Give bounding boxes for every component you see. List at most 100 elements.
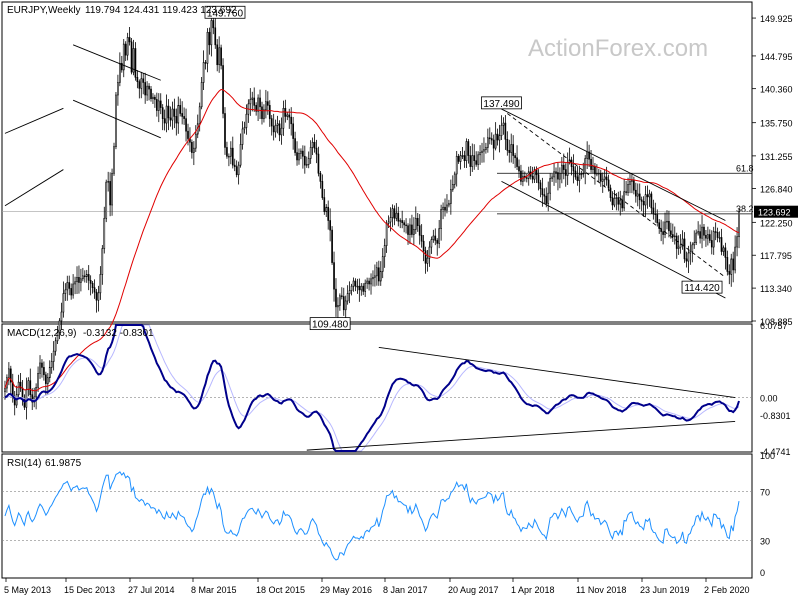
candle-body [179, 105, 182, 114]
candle-body [52, 350, 55, 362]
candle-body [699, 231, 701, 239]
candle-body [389, 217, 392, 223]
candle-body [111, 172, 113, 206]
candle-body [4, 387, 6, 393]
candle-body [335, 288, 337, 308]
candle-body [276, 123, 279, 126]
candle-body [117, 82, 119, 96]
y-axis-tick-label: 149.925 [760, 14, 793, 24]
candle-body [251, 97, 254, 100]
candle-body [617, 197, 620, 205]
candle-body [29, 380, 32, 396]
candle-body [339, 295, 341, 306]
candle-body [666, 220, 668, 223]
candle-body [446, 204, 448, 211]
channel-line [72, 99, 161, 139]
candle-body [457, 155, 460, 162]
candle-body [148, 85, 150, 90]
candle-body [477, 154, 479, 165]
candle-body [485, 147, 487, 150]
candle-body [718, 237, 721, 239]
candle-body [432, 235, 435, 240]
candle-body [76, 277, 78, 283]
candle-body [488, 137, 491, 139]
candle-body [438, 228, 441, 244]
candle-body [329, 220, 331, 231]
candle-body [54, 340, 57, 352]
candle-body [712, 231, 715, 248]
candle-body [625, 191, 627, 193]
candle-body [344, 300, 347, 311]
candle-body [109, 181, 111, 206]
candle-body [675, 235, 678, 249]
candle-body [282, 107, 285, 129]
candle-body [479, 152, 481, 156]
downtrend-channel-upper [501, 108, 726, 221]
macd-trendline [306, 421, 736, 451]
candle-body [263, 109, 265, 119]
candle-body [360, 285, 363, 291]
candle-body [230, 147, 232, 157]
candle-body [342, 296, 345, 311]
candle-body [598, 172, 600, 175]
candle-body [461, 155, 464, 157]
y-axis-tick-label: 140.360 [760, 85, 793, 95]
candle-body [183, 116, 185, 119]
candle-body [171, 108, 174, 121]
price-annotation-label: 137.490 [483, 99, 520, 110]
candle-body [397, 212, 400, 222]
candle-body [198, 106, 201, 125]
candle-body [381, 256, 384, 272]
candle-body [60, 311, 63, 322]
candle-body [300, 150, 302, 154]
rsi-line [4, 471, 740, 561]
candle-body [331, 229, 333, 263]
candle-body [681, 238, 684, 246]
price-annotation-label: 149.760 [207, 8, 244, 19]
candle-body [722, 247, 725, 252]
y-axis-tick-label: 126.840 [760, 184, 793, 194]
candle-body [74, 281, 76, 285]
candle-body [673, 235, 676, 238]
candle-body [385, 223, 388, 246]
candle-body [265, 101, 267, 111]
candle-body [564, 169, 567, 176]
candle-body [683, 238, 686, 260]
candle-body [120, 62, 123, 71]
candle-body [25, 389, 28, 408]
candle-body [255, 105, 257, 112]
candle-body [428, 246, 431, 259]
candle-body [173, 108, 176, 117]
candle-body [101, 248, 104, 275]
candle-body [559, 172, 561, 180]
x-axis-tick-label: 8 Mar 2015 [191, 585, 237, 595]
candle-body [156, 99, 158, 111]
candle-body [555, 171, 557, 173]
x-axis-tick-label: 29 May 2016 [320, 585, 372, 595]
candle-body [685, 258, 688, 262]
candle-body [307, 158, 310, 165]
candle-body [70, 288, 73, 296]
candle-body [716, 232, 719, 238]
candle-body [226, 147, 228, 157]
candle-body [586, 151, 588, 159]
candle-body [235, 166, 238, 176]
x-axis-tick-label: 20 Aug 2017 [448, 585, 499, 595]
candle-body [35, 387, 37, 398]
candle-body [41, 362, 43, 368]
candle-body [200, 82, 203, 108]
candle-body [323, 197, 326, 212]
candle-body [46, 377, 49, 384]
candle-body [286, 114, 289, 117]
downtrend-channel-lower [501, 180, 726, 299]
macd-current-value: -0.8301 [760, 411, 791, 421]
candle-body [553, 171, 555, 178]
candle-body [724, 247, 727, 258]
candle-body [473, 155, 476, 162]
candle-body [671, 234, 674, 238]
candle-body [463, 155, 466, 162]
candle-body [68, 282, 71, 289]
price-annotation-label: 114.420 [684, 283, 720, 294]
candle-body [78, 277, 80, 283]
